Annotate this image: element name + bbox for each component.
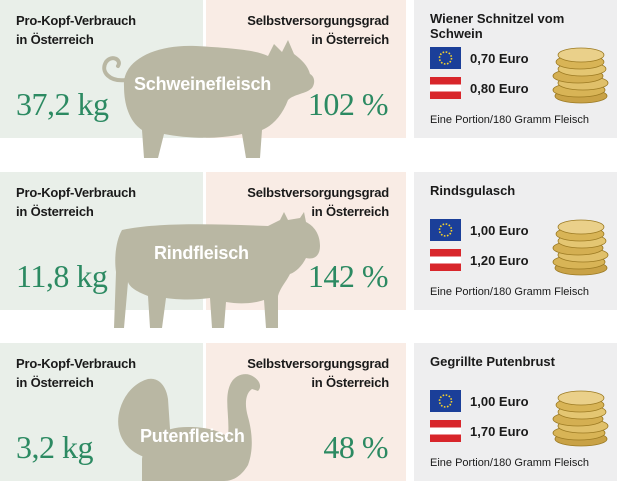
at-price: 1,20 Euro (470, 253, 529, 268)
selfsufficiency-label: Selbstversorgungsgrad in Österreich (247, 13, 389, 47)
coin-stack-icon (552, 47, 609, 104)
price-panel: Wiener Schnitzel vom Schwein 0,70 Euro 0… (414, 0, 617, 138)
row-beef: Pro-Kopf-Verbrauch in Österreich 11,8 kg… (0, 172, 620, 328)
pig-icon (102, 40, 315, 158)
at-price: 0,80 Euro (470, 81, 529, 96)
row-pork: Pro-Kopf-Verbrauch in Österreich 37,2 kg… (0, 0, 620, 158)
price-panel: Rindsgulasch 1,00 Euro 1,20 Euro Eine Po… (414, 172, 617, 310)
selfsufficiency-value: 142 % (307, 258, 389, 294)
consumption-label: Pro-Kopf-Verbrauch in Österreich (16, 356, 136, 390)
price-panel: Gegrillte Putenbrust 1,00 Euro 1,70 Euro… (414, 343, 617, 481)
consumption-value: 37,2 kg (16, 86, 109, 122)
cow-icon (114, 212, 320, 328)
consumption-value: 3,2 kg (16, 429, 94, 465)
portion-note: Eine Portion/180 Gramm Fleisch (430, 457, 589, 469)
eu-flag-icon (430, 219, 461, 241)
austria-flag-icon (430, 77, 461, 99)
coin-stack-icon (552, 219, 609, 276)
dish-name: Rindsgulasch (430, 183, 516, 198)
portion-note: Eine Portion/180 Gramm Fleisch (430, 114, 589, 126)
selfsufficiency-value: 102 % (307, 86, 389, 122)
row-turkey: Pro-Kopf-Verbrauch in Österreich 3,2 kg … (0, 343, 620, 481)
eu-flag-icon (430, 47, 461, 69)
dish-name: Wiener Schnitzel vom Schwein (430, 11, 565, 41)
eu-flag-icon (430, 390, 461, 412)
selfsufficiency-label: Selbstversorgungsgrad in Österreich (247, 185, 389, 219)
dish-name: Gegrillte Putenbrust (430, 354, 555, 369)
eu-price: 1,00 Euro (470, 394, 529, 409)
coin-stack-icon (552, 390, 609, 447)
austria-flag-icon (430, 249, 461, 271)
consumption-value: 11,8 kg (16, 258, 108, 294)
consumption-label: Pro-Kopf-Verbrauch in Österreich (16, 13, 136, 47)
animal-label: Putenfleisch (140, 426, 245, 446)
eu-price: 1,00 Euro (470, 223, 529, 238)
selfsufficiency-label: Selbstversorgungsgrad in Österreich (247, 356, 389, 390)
portion-note: Eine Portion/180 Gramm Fleisch (430, 286, 589, 298)
eu-price: 0,70 Euro (470, 51, 529, 66)
turkey-icon (118, 374, 261, 481)
animal-label: Schweinefleisch (134, 74, 272, 94)
consumption-label: Pro-Kopf-Verbrauch in Österreich (16, 185, 136, 219)
selfsufficiency-value: 48 % (323, 429, 388, 465)
austria-flag-icon (430, 420, 461, 442)
at-price: 1,70 Euro (470, 424, 529, 439)
animal-label: Rindfleisch (154, 243, 249, 263)
